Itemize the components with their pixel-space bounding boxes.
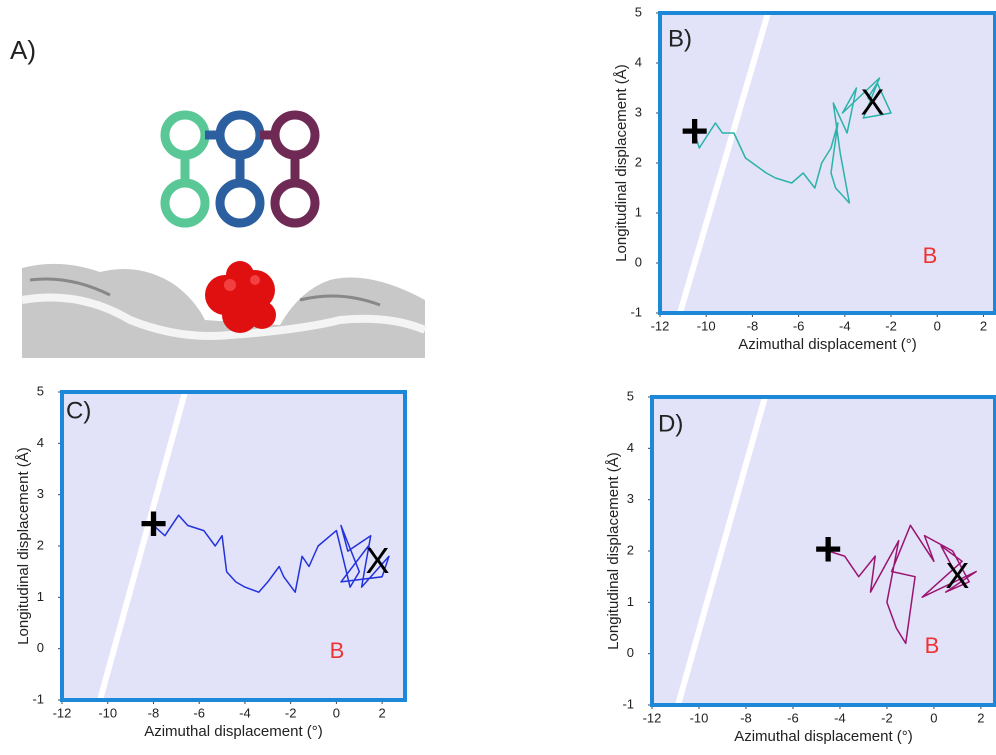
x-tick-label: 2 <box>977 710 984 725</box>
x-tick-label: -6 <box>787 710 799 725</box>
x-tick-label: 0 <box>930 710 937 725</box>
x-tick-label: -12 <box>643 710 662 725</box>
y-tick-label: 3 <box>37 486 44 501</box>
x-tick-label: 0 <box>934 318 941 333</box>
x-tick-label: -10 <box>697 318 716 333</box>
x-tick-label: -4 <box>839 318 851 333</box>
panel-label: C) <box>66 397 91 424</box>
x-tick-label: -8 <box>148 705 160 720</box>
y-tick-label: 2 <box>627 542 634 557</box>
figure: A) -12-10-8-6-4-202-1012345Azimuthal dis… <box>0 0 996 755</box>
x-tick-label: -12 <box>651 318 670 333</box>
x-tick-label: 2 <box>980 318 987 333</box>
panel-label: D) <box>658 410 683 437</box>
y-tick-label: 1 <box>627 594 634 609</box>
annotation: B <box>923 243 938 268</box>
end-marker: X <box>861 82 885 123</box>
ring-diagram <box>165 115 315 223</box>
x-axis-label: Azimuthal displacement (°) <box>734 728 913 745</box>
y-tick-label: 1 <box>635 204 642 219</box>
y-tick-label: 2 <box>635 154 642 169</box>
y-tick-label: 5 <box>37 383 44 398</box>
start-marker: + <box>139 498 167 551</box>
end-marker: X <box>366 540 390 581</box>
x-tick-label: -8 <box>747 318 759 333</box>
panel-label: A) <box>10 35 36 65</box>
x-tick-label: 0 <box>333 705 340 720</box>
y-tick-label: 1 <box>37 589 44 604</box>
x-tick-label: 2 <box>379 705 386 720</box>
annotation: B <box>330 638 345 663</box>
x-tick-label: -2 <box>881 710 893 725</box>
y-tick-label: 0 <box>37 640 44 655</box>
x-axis-label: Azimuthal displacement (°) <box>738 336 917 353</box>
y-tick-label: 4 <box>635 54 642 69</box>
x-tick-label: -6 <box>193 705 205 720</box>
y-tick-label: 0 <box>627 645 634 660</box>
y-tick-label: 3 <box>627 491 634 506</box>
y-tick-label: 3 <box>635 104 642 119</box>
x-axis-label: Azimuthal displacement (°) <box>144 723 323 740</box>
x-tick-label: -2 <box>885 318 897 333</box>
y-axis-label: Longitudinal displacement (Å) <box>613 64 630 262</box>
y-tick-label: 4 <box>627 440 634 455</box>
y-tick-label: 2 <box>37 537 44 552</box>
end-marker: X <box>945 555 969 596</box>
annotation: B <box>925 633 940 658</box>
x-tick-label: -2 <box>285 705 297 720</box>
y-tick-label: 5 <box>627 388 634 403</box>
x-tick-label: -10 <box>690 710 709 725</box>
y-tick-label: 5 <box>635 4 642 19</box>
y-tick-label: 0 <box>635 254 642 269</box>
y-tick-label: -1 <box>622 696 634 711</box>
x-tick-label: -6 <box>793 318 805 333</box>
y-tick-label: 4 <box>37 435 44 450</box>
plot-area <box>660 13 995 313</box>
start-marker: + <box>681 106 709 159</box>
start-marker: + <box>814 524 842 577</box>
x-tick-label: -10 <box>98 705 117 720</box>
x-tick-label: -8 <box>740 710 752 725</box>
panel-label: B) <box>668 25 692 52</box>
x-tick-label: -4 <box>239 705 251 720</box>
y-axis-label: Longitudinal displacement (Å) <box>15 447 32 645</box>
y-axis-label: Longitudinal displacement (Å) <box>605 452 622 650</box>
protein-surface <box>22 261 425 358</box>
y-tick-label: -1 <box>32 691 44 706</box>
x-tick-label: -4 <box>834 710 846 725</box>
x-tick-label: -12 <box>53 705 72 720</box>
y-tick-label: -1 <box>630 304 642 319</box>
